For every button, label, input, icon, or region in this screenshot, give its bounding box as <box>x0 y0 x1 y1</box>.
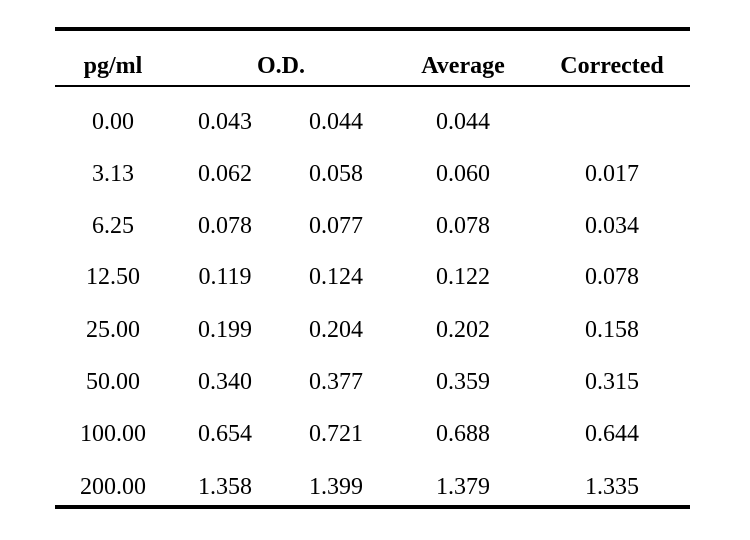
cell-corrected: 0.315 <box>585 369 639 395</box>
header-concentration: pg/ml <box>83 53 143 79</box>
cell-od-1: 0.340 <box>198 369 252 395</box>
cell-od-1: 1.358 <box>198 474 252 500</box>
cell-od-2: 0.058 <box>309 161 363 187</box>
cell-concentration: 25.00 <box>86 317 140 343</box>
cell-average: 0.688 <box>436 421 490 447</box>
cell-concentration: 100.00 <box>80 421 146 447</box>
table-row: 25.00 0.199 0.204 0.202 0.158 <box>0 316 750 344</box>
table-top-rule <box>55 27 690 31</box>
cell-average: 0.202 <box>436 317 490 343</box>
cell-average: 0.359 <box>436 369 490 395</box>
cell-od-1: 0.199 <box>198 317 252 343</box>
table-row: 200.00 1.358 1.399 1.379 1.335 <box>0 473 750 501</box>
cell-concentration: 6.25 <box>92 213 134 239</box>
cell-corrected: 1.335 <box>585 474 639 500</box>
header-od: O.D. <box>257 53 305 79</box>
cell-concentration: 3.13 <box>92 161 134 187</box>
cell-od-2: 0.377 <box>309 369 363 395</box>
header-average: Average <box>421 53 505 79</box>
cell-od-1: 0.119 <box>198 264 252 290</box>
table-row: 6.25 0.078 0.077 0.078 0.034 <box>0 212 750 240</box>
cell-od-2: 0.204 <box>309 317 363 343</box>
cell-concentration: 12.50 <box>86 264 140 290</box>
cell-corrected: 0.078 <box>585 264 639 290</box>
cell-concentration: 200.00 <box>80 474 146 500</box>
cell-od-2: 0.044 <box>309 109 363 135</box>
cell-corrected: 0.034 <box>585 213 639 239</box>
cell-corrected: 0.017 <box>585 161 639 187</box>
cell-od-2: 0.721 <box>309 421 363 447</box>
cell-od-1: 0.654 <box>198 421 252 447</box>
cell-concentration: 50.00 <box>86 369 140 395</box>
cell-average: 1.379 <box>436 474 490 500</box>
table-header-rule <box>55 85 690 87</box>
table-row: 3.13 0.062 0.058 0.060 0.017 <box>0 160 750 188</box>
table-row: 50.00 0.340 0.377 0.359 0.315 <box>0 368 750 396</box>
table-row: 12.50 0.119 0.124 0.122 0.078 <box>0 263 750 291</box>
header-corrected: Corrected <box>560 53 664 79</box>
cell-corrected: 0.644 <box>585 421 639 447</box>
cell-od-2: 1.399 <box>309 474 363 500</box>
cell-corrected: 0.158 <box>585 317 639 343</box>
cell-od-2: 0.077 <box>309 213 363 239</box>
table-row: 0.00 0.043 0.044 0.044 <box>0 108 750 136</box>
table-bottom-rule <box>55 505 690 509</box>
cell-od-2: 0.124 <box>309 264 363 290</box>
cell-concentration: 0.00 <box>92 109 134 135</box>
cell-average: 0.044 <box>436 109 490 135</box>
cell-od-1: 0.043 <box>198 109 252 135</box>
cell-od-1: 0.078 <box>198 213 252 239</box>
cell-average: 0.122 <box>436 264 490 290</box>
cell-average: 0.078 <box>436 213 490 239</box>
cell-average: 0.060 <box>436 161 490 187</box>
table-row: 100.00 0.654 0.721 0.688 0.644 <box>0 420 750 448</box>
cell-od-1: 0.062 <box>198 161 252 187</box>
